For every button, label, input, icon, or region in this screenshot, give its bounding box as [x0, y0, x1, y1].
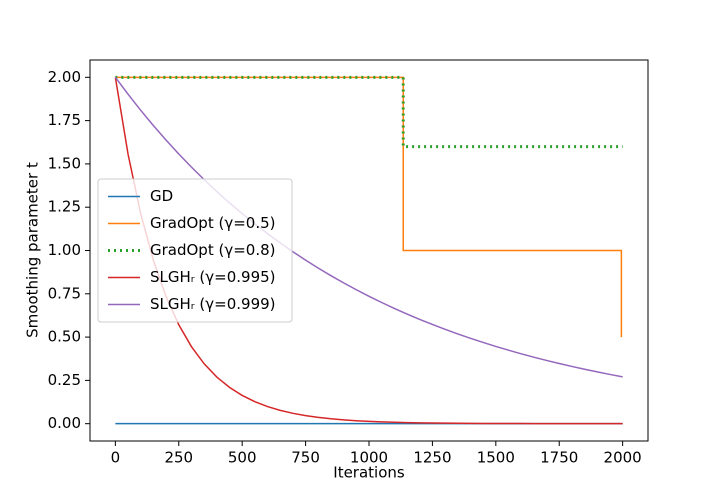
y-tick-label: 0.25 [48, 371, 81, 389]
series-line [114, 76, 623, 378]
x-tick-label: 2000 [604, 449, 642, 467]
legend-box [97, 178, 293, 323]
legend: GD GradOpt (γ=0.5) GradOpt (γ=0.8) SLGHᵣ (γ… [97, 178, 293, 323]
y-tick-label: 2.00 [48, 68, 81, 86]
legend-label: GradOpt (γ=0.5) [150, 214, 276, 232]
x-tick-label: 0 [111, 449, 121, 467]
y-tick-label: 1.25 [48, 198, 81, 216]
legend-label: GD [150, 187, 173, 205]
series-line [115, 75, 623, 149]
y-tick-label: 0.50 [48, 328, 81, 346]
y-tick-label: 1.75 [48, 111, 81, 129]
legend-label: SLGHᵣ (γ=0.995) [150, 268, 276, 286]
legend-label: GradOpt (γ=0.8) [150, 241, 276, 259]
x-tick-label: 1000 [350, 449, 388, 467]
x-tick-label: 250 [164, 449, 193, 467]
y-axis-label: Smoothing parameter t [24, 162, 42, 338]
y-tick-label: 0.00 [48, 414, 81, 432]
plot-frame [89, 59, 649, 442]
y-tick-label: 1.50 [48, 154, 81, 172]
x-tick-label: 1250 [413, 449, 451, 467]
series-line [115, 76, 623, 338]
legend-label: SLGHᵣ (γ=0.999) [150, 295, 276, 313]
series-line [114, 77, 623, 425]
x-tick-label: 750 [291, 449, 320, 467]
x-tick-label: 500 [228, 449, 257, 467]
y-tick-label: 0.75 [48, 284, 81, 302]
x-axis-label: Iterations [333, 464, 405, 482]
y-tick-label: 1.00 [48, 241, 81, 259]
x-tick-label: 1500 [477, 449, 515, 467]
x-tick-label: 1750 [540, 449, 578, 467]
